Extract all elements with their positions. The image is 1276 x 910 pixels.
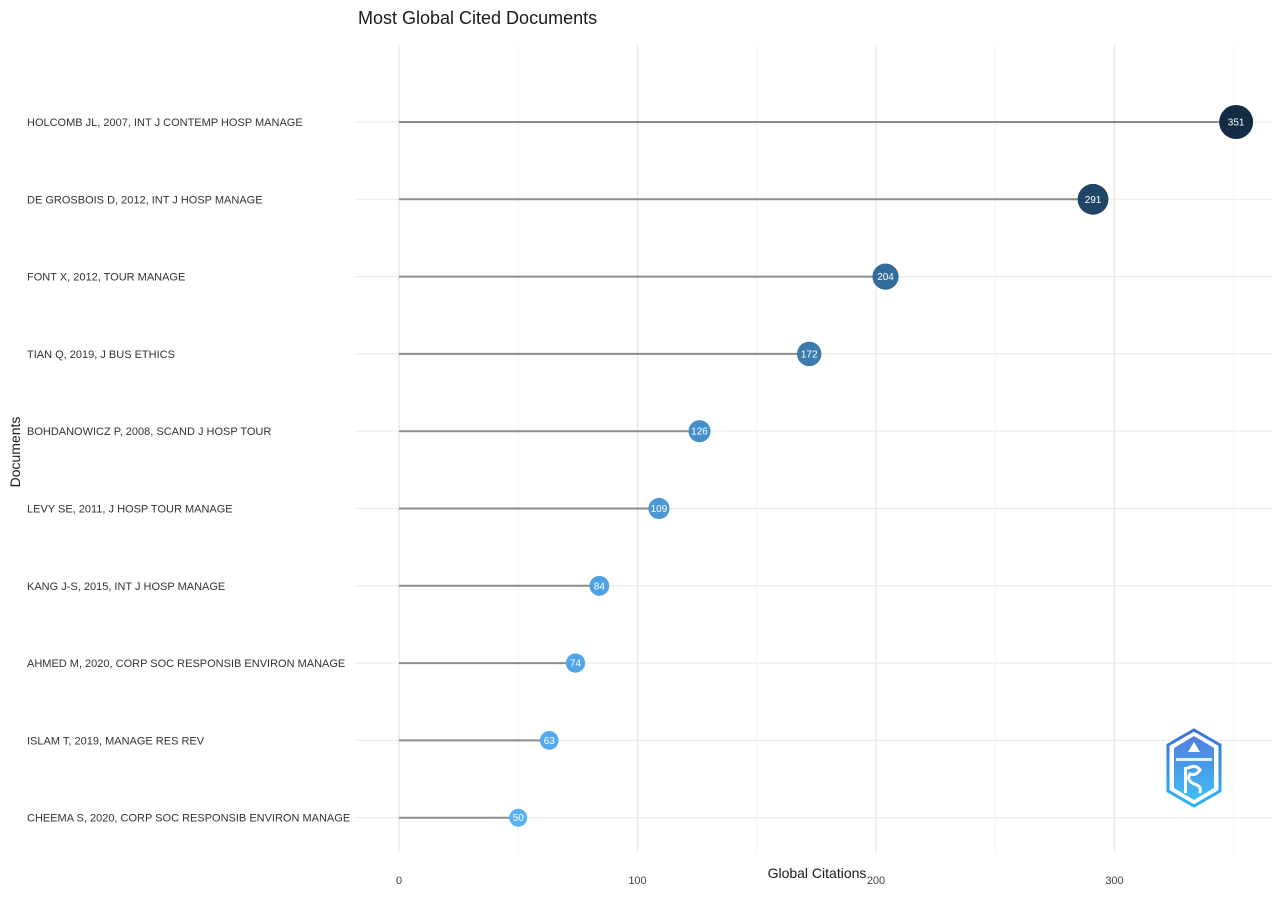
data-label: 84 bbox=[594, 581, 606, 592]
y-tick-label: DE GROSBOIS D, 2012, INT J HOSP MANAGE bbox=[27, 194, 263, 206]
lollipop-dot bbox=[565, 653, 586, 673]
data-label: 74 bbox=[570, 659, 582, 670]
lollipop-dot bbox=[648, 497, 670, 520]
x-tick-label: 0 bbox=[396, 875, 402, 887]
y-tick-label: CHEEMA S, 2020, CORP SOC RESPONSIB ENVIR… bbox=[27, 813, 350, 825]
tick-layer: 0 100 200 300 bbox=[396, 875, 1124, 887]
data-label: 291 bbox=[1085, 195, 1102, 206]
data-label: 204 bbox=[877, 272, 894, 283]
y-tick-label: AHMED M, 2020, CORP SOC RESPONSIB ENVIRO… bbox=[27, 658, 345, 670]
y-tick-label: TIAN Q, 2019, J BUS ETHICS bbox=[27, 349, 175, 361]
lollipop-dot bbox=[1077, 183, 1109, 215]
y-axis-title: Documents bbox=[7, 417, 23, 488]
x-tick-label: 300 bbox=[1105, 875, 1123, 887]
x-axis-title: Global Citations bbox=[768, 865, 867, 881]
y-tick-label: KANG J-S, 2015, INT J HOSP MANAGE bbox=[27, 581, 225, 593]
hexagon-logo-icon bbox=[1166, 728, 1222, 808]
x-tick-label: 200 bbox=[867, 875, 885, 887]
x-tick-label: 100 bbox=[628, 875, 646, 887]
lollipop-dot bbox=[1219, 105, 1254, 139]
y-tick-label: ISLAM T, 2019, MANAGE RES REV bbox=[27, 735, 205, 747]
data-label: 172 bbox=[801, 349, 818, 360]
lollipop-dot bbox=[796, 341, 822, 367]
data-label: 109 bbox=[651, 504, 668, 515]
y-tick-label: LEVY SE, 2011, J HOSP TOUR MANAGE bbox=[27, 504, 233, 516]
y-tick-label: HOLCOMB JL, 2007, INT J CONTEMP HOSP MAN… bbox=[27, 117, 303, 129]
chart-title: Most Global Cited Documents bbox=[358, 8, 598, 28]
y-tick-label: BOHDANOWICZ P, 2008, SCAND J HOSP TOUR bbox=[27, 426, 271, 438]
data-label: 351 bbox=[1228, 118, 1245, 129]
lollipop-dot bbox=[688, 420, 711, 443]
lollipop-dot bbox=[589, 575, 610, 596]
data-label: 63 bbox=[544, 736, 556, 747]
lollipop-dot bbox=[872, 263, 899, 290]
lollipop-dot bbox=[509, 808, 528, 827]
lollipop-dot bbox=[539, 731, 559, 750]
grid-layer bbox=[355, 45, 1272, 852]
y-tick-label: FONT X, 2012, TOUR MANAGE bbox=[27, 272, 185, 284]
row-layer: HOLCOMB JL, 2007, INT J CONTEMP HOSP MAN… bbox=[27, 105, 1254, 827]
data-label: 50 bbox=[513, 813, 525, 824]
data-label: 126 bbox=[691, 427, 708, 438]
